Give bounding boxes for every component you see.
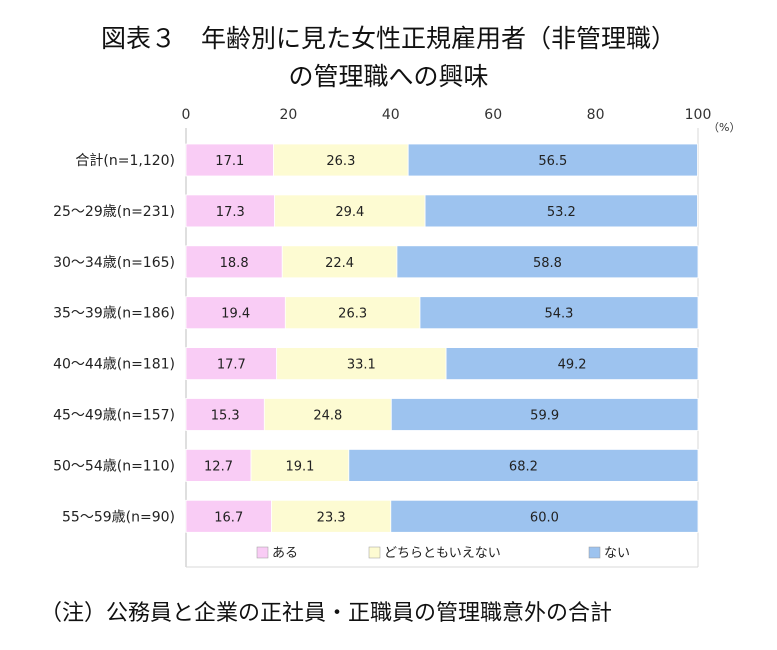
category-label: 35〜39歳(n=186): [53, 306, 175, 322]
data-label: 26.3: [326, 154, 355, 169]
data-label: 29.4: [335, 205, 364, 220]
data-label: 19.1: [285, 459, 314, 474]
bar-segment: [185, 398, 265, 431]
bar-segment: [348, 448, 699, 482]
bar-segment: [250, 448, 350, 482]
bar-segment: [274, 194, 426, 228]
data-label: 68.2: [509, 459, 538, 474]
bar-segment: [407, 143, 698, 177]
bar-segment: [284, 296, 421, 330]
chart-title-line-2: の管理職への興味: [288, 62, 489, 91]
bar-segment: [185, 245, 283, 279]
legend-label: ない: [604, 546, 630, 561]
legend-swatch: [588, 546, 601, 559]
category-label: 25〜29歳(n=231): [53, 204, 175, 220]
bar-segment: [390, 398, 699, 431]
data-label: 23.3: [317, 510, 346, 525]
category-label: 55〜59歳(n=90): [62, 509, 175, 525]
bar-segment: [185, 194, 275, 228]
bar-segment: [185, 143, 274, 177]
stacked-bar-chart: 0 20 40 60 80 100（%） 合計(n=1,120) 17.1 26.3 56.5 25…: [53, 107, 740, 568]
bar-segment: [396, 245, 699, 279]
legend-swatch: [368, 546, 381, 559]
x-tick-label: 100: [685, 107, 712, 123]
category-label: 45〜49歳(n=157): [53, 408, 175, 424]
bar-segment: [445, 347, 699, 381]
data-label: 16.7: [214, 510, 243, 525]
data-label: 54.3: [545, 307, 574, 322]
bar-segment: [419, 296, 699, 330]
data-label: 60.0: [530, 510, 559, 525]
x-tick-label: 0: [182, 107, 191, 123]
bar-segment: [185, 347, 278, 381]
bar-segment: [273, 143, 409, 177]
data-label: 56.5: [538, 154, 567, 169]
data-label: 53.2: [547, 205, 576, 220]
category-label: 30〜34歳(n=165): [53, 255, 175, 271]
bar-segment: [185, 296, 286, 330]
data-label: 24.8: [313, 409, 342, 424]
data-label: 59.9: [530, 409, 559, 424]
data-label: 15.3: [211, 409, 240, 424]
category-label: 50〜54歳(n=110): [53, 458, 175, 474]
category-label: 合計(n=1,120): [75, 153, 175, 169]
x-tick-label: 20: [279, 107, 297, 123]
data-label: 17.7: [217, 358, 246, 373]
data-label: 17.3: [216, 205, 245, 220]
x-tick-label: 80: [587, 107, 605, 123]
data-label: 58.8: [533, 256, 562, 271]
bar-segment: [281, 245, 398, 279]
legend-label: ある: [272, 546, 298, 561]
data-label: 26.3: [338, 307, 367, 322]
legend-label: どちらともいえない: [384, 546, 501, 561]
bar-segment: [424, 194, 698, 228]
data-label: 12.7: [204, 459, 233, 474]
data-label: 19.4: [221, 307, 250, 322]
bar-segment: [185, 448, 252, 482]
bar-segment: [276, 347, 447, 381]
data-label: 17.1: [215, 154, 244, 169]
x-tick-label: 40: [382, 107, 400, 123]
x-tick-label: 60: [484, 107, 502, 123]
data-label: 18.8: [220, 256, 249, 271]
x-unit-label: （%）: [708, 121, 740, 134]
footnote: （注）公務員と企業の正社員・正職員の管理職意外の合計: [40, 601, 613, 626]
bar-segment: [185, 499, 272, 533]
data-label: 33.1: [347, 358, 376, 373]
category-label: 40〜44歳(n=181): [53, 357, 175, 373]
data-label: 49.2: [558, 358, 587, 373]
legend-swatch: [256, 546, 269, 559]
bar-segment: [390, 499, 699, 533]
data-label: 22.4: [325, 256, 354, 271]
chart-title-line-1: 図表３ 年齢別に見た女性正規雇用者（非管理職）: [100, 24, 676, 53]
